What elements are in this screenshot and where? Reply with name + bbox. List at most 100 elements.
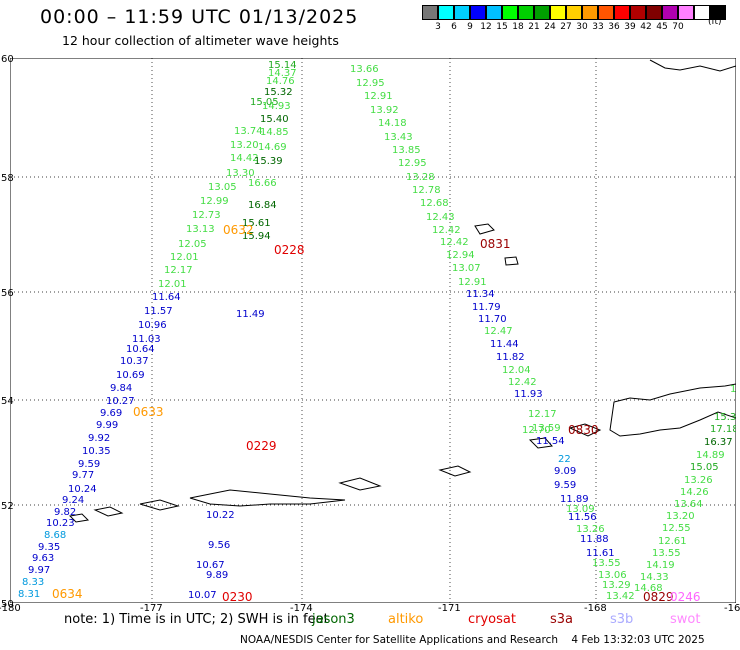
satellite-name: altiko (388, 612, 424, 627)
swh-value-label: 12.05 (178, 239, 207, 250)
coastline-segment (568, 423, 602, 437)
legend-label: 6 (451, 22, 457, 32)
swh-value-label: 12.99 (200, 196, 229, 207)
track-time-label: 0230 (222, 590, 253, 603)
graticule (10, 58, 736, 603)
legend-swatch (486, 5, 502, 20)
coastline-segment (93, 506, 124, 517)
swh-value-label: 11.79 (472, 302, 501, 313)
swh-value-label: 11.61 (586, 548, 615, 559)
swh-value-label: 15.05 (690, 462, 719, 473)
swh-value-label: 12.73 (192, 210, 221, 221)
swh-value-label: 10.22 (206, 510, 235, 521)
swh-value-label: 13.26 (576, 524, 605, 535)
swh-value-label: 10.24 (68, 484, 97, 495)
swh-value-label: 13.55 (652, 548, 681, 559)
map-plot: 15.1414.3714.7615.3215.0514.9315.4014.85… (10, 58, 736, 603)
swh-value-label: 11.44 (490, 339, 519, 350)
track-time-label: 0634 (52, 587, 83, 601)
legend-label: 42 (640, 22, 652, 32)
swh-value-label: 15.40 (260, 114, 289, 125)
coastline-segment (438, 465, 472, 477)
legend-label: 39 (624, 22, 636, 32)
swh-value-label: 13.28 (406, 172, 435, 183)
swh-value-label: 11.89 (560, 494, 589, 505)
swh-value-label: 12.68 (420, 198, 449, 209)
swh-value-label: 10.64 (126, 344, 155, 355)
swh-value-label: 12.01 (170, 252, 199, 263)
credit-line: NOAA/NESDIS Center for Satellite Applica… (240, 634, 705, 646)
swh-value-label: 12.95 (356, 78, 385, 89)
swh-value-label: 22 (558, 454, 571, 465)
legend-swatch (662, 5, 678, 20)
swh-value-label: 9.84 (110, 383, 132, 394)
swh-value-label: 10.07 (188, 590, 217, 601)
swh-value-label: 13.42 (606, 591, 635, 602)
swh-value-label: 12.70 (522, 425, 551, 436)
swh-value-label: 11.93 (514, 389, 543, 400)
swh-value-label: 11.64 (152, 292, 181, 303)
coastline-segment (649, 59, 736, 72)
swh-value-label: 11 (730, 384, 736, 395)
legend-swatch (422, 5, 438, 20)
satellite-name: s3a (550, 612, 574, 627)
swh-value-label: 8.68 (44, 530, 66, 541)
swh-value-label: 11.34 (466, 289, 495, 300)
coastline-segment (504, 256, 519, 266)
satellite-name: s3b (610, 612, 634, 627)
legend-swatch (582, 5, 598, 20)
swh-value-label: 13.07 (452, 263, 481, 274)
swh-value-label: 11.88 (580, 534, 609, 545)
legend-label: 30 (576, 22, 588, 32)
legend-label: 45 (656, 22, 668, 32)
legend-swatch (534, 5, 550, 20)
swh-value-label: 14.68 (634, 583, 663, 594)
lat-tick-label: 58 (1, 173, 14, 184)
swh-value-label: 15.61 (242, 218, 271, 229)
swh-value-label: 12.04 (502, 365, 531, 376)
swh-value-label: 12.61 (658, 536, 687, 547)
lon-tick-label: -177 (140, 603, 163, 614)
swh-value-label: 9.59 (78, 459, 100, 470)
lon-tick-label: -168 (584, 603, 607, 614)
swh-value-label: 10.35 (82, 446, 111, 457)
swh-value-label: 9.92 (88, 433, 110, 444)
swh-value-label: 11.70 (478, 314, 507, 325)
swh-value-label: 13.64 (674, 499, 703, 510)
swh-value-label: 13.05 (208, 182, 237, 193)
legend-swatch (598, 5, 614, 20)
legend-swatch (550, 5, 566, 20)
swh-value-label: 13.09 (566, 504, 595, 515)
lon-tick-label: -180 (0, 603, 21, 614)
swh-value-label: 9.63 (32, 553, 54, 564)
legend-swatch (646, 5, 662, 20)
legend-label: 9 (467, 22, 473, 32)
swh-value-label: 14.26 (680, 487, 709, 498)
swh-value-label: 9.09 (554, 466, 576, 477)
swh-value-label: 15.32 (264, 87, 293, 98)
swh-value-label: 15.14 (268, 60, 297, 71)
swh-value-label: 10.23 (46, 518, 75, 529)
lat-tick-label: 54 (1, 396, 14, 407)
coastline (68, 59, 736, 523)
swh-value-label: 12.17 (164, 265, 193, 276)
track-time-label: 0632 (223, 223, 254, 237)
legend-label: 3 (435, 22, 441, 32)
coastline-segment (139, 499, 180, 511)
swh-value-label: 12.78 (412, 185, 441, 196)
swh-value-label: 12.95 (398, 158, 427, 169)
swh-value-label: 12.43 (426, 212, 455, 223)
swh-value-label: 12.01 (158, 279, 187, 290)
coastline-segment (338, 477, 382, 491)
swh-value-label: 14.76 (266, 76, 295, 87)
swh-value-label: 9.24 (62, 495, 84, 506)
swh-value-label: 10.69 (116, 370, 145, 381)
swh-value-label: 12.42 (432, 225, 461, 236)
coastline-segment (609, 383, 736, 437)
swh-value-label: 8.31 (18, 589, 40, 600)
swh-value-label: 10.96 (138, 320, 167, 331)
legend-swatch (454, 5, 470, 20)
track-time-label: 0228 (274, 243, 305, 257)
swh-value-label: 10.67 (196, 560, 225, 571)
